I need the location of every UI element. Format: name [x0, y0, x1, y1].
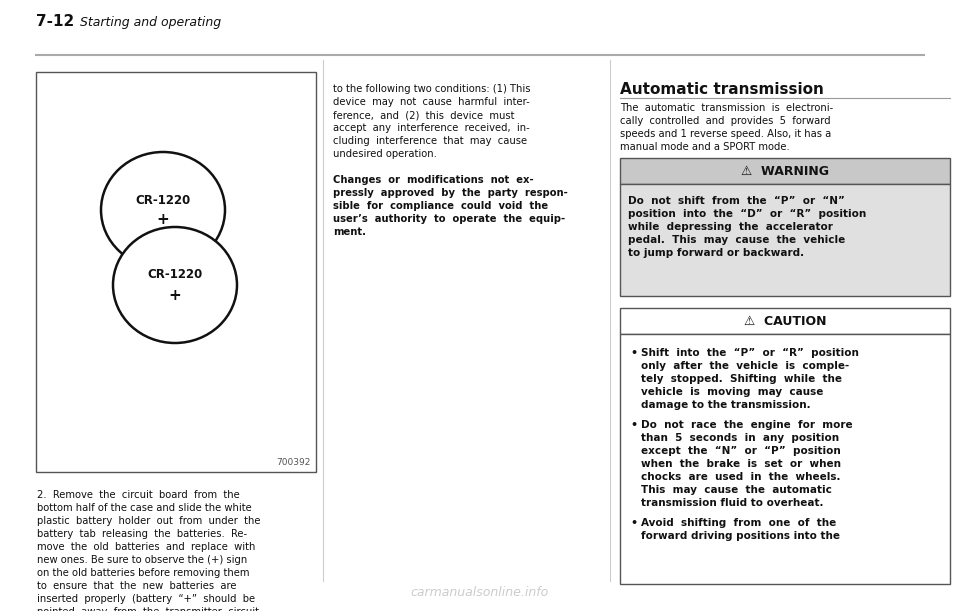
- Text: Starting and operating: Starting and operating: [80, 16, 221, 29]
- Text: to the following two conditions: (1) This: to the following two conditions: (1) Thi…: [333, 84, 531, 94]
- Bar: [620, 184, 950, 296]
- Bar: [36, 72, 316, 472]
- Text: tely  stopped.  Shifting  while  the: tely stopped. Shifting while the: [641, 374, 842, 384]
- Text: except  the  “N”  or  “P”  position: except the “N” or “P” position: [641, 446, 841, 456]
- Text: Shift  into  the  “P”  or  “R”  position: Shift into the “P” or “R” position: [641, 348, 859, 358]
- Text: sible  for  compliance  could  void  the: sible for compliance could void the: [333, 201, 548, 211]
- Text: plastic  battery  holder  out  from  under  the: plastic battery holder out from under th…: [37, 516, 260, 526]
- Text: This  may  cause  the  automatic: This may cause the automatic: [641, 485, 832, 495]
- Text: carmanualsonline.info: carmanualsonline.info: [411, 587, 549, 599]
- Text: •: •: [630, 420, 637, 430]
- Text: CR-1220: CR-1220: [148, 268, 203, 282]
- Text: to jump forward or backward.: to jump forward or backward.: [628, 248, 804, 258]
- Text: new ones. Be sure to observe the (+) sign: new ones. Be sure to observe the (+) sig…: [37, 555, 248, 565]
- Bar: [620, 158, 950, 184]
- Text: bottom half of the case and slide the white: bottom half of the case and slide the wh…: [37, 503, 252, 513]
- Text: cally  controlled  and  provides  5  forward: cally controlled and provides 5 forward: [620, 116, 830, 126]
- Text: forward driving positions into the: forward driving positions into the: [641, 531, 840, 541]
- Text: only  after  the  vehicle  is  comple-: only after the vehicle is comple-: [641, 361, 850, 371]
- Text: Do  not  shift  from  the  “P”  or  “N”: Do not shift from the “P” or “N”: [628, 196, 845, 206]
- Text: damage to the transmission.: damage to the transmission.: [641, 400, 810, 410]
- Text: chocks  are  used  in  the  wheels.: chocks are used in the wheels.: [641, 472, 841, 482]
- Text: Changes  or  modifications  not  ex-: Changes or modifications not ex-: [333, 175, 534, 185]
- Bar: [620, 334, 950, 584]
- Text: to  ensure  that  the  new  batteries  are: to ensure that the new batteries are: [37, 581, 236, 591]
- Text: 700392: 700392: [276, 458, 311, 467]
- Text: Do  not  race  the  engine  for  more: Do not race the engine for more: [641, 420, 852, 430]
- Text: +: +: [156, 213, 169, 227]
- Text: vehicle  is  moving  may  cause: vehicle is moving may cause: [641, 387, 824, 397]
- Text: •: •: [630, 348, 637, 358]
- Text: Avoid  shifting  from  one  of  the: Avoid shifting from one of the: [641, 518, 836, 528]
- Text: CR-1220: CR-1220: [135, 194, 191, 207]
- Text: on the old batteries before removing them: on the old batteries before removing the…: [37, 568, 250, 578]
- Text: pointed  away  from  the  transmitter  circuit: pointed away from the transmitter circui…: [37, 607, 259, 611]
- Text: user’s  authority  to  operate  the  equip-: user’s authority to operate the equip-: [333, 214, 565, 224]
- Text: while  depressing  the  accelerator: while depressing the accelerator: [628, 222, 833, 232]
- Ellipse shape: [101, 152, 225, 268]
- Text: 2.  Remove  the  circuit  board  from  the: 2. Remove the circuit board from the: [37, 490, 240, 500]
- Text: ⚠  WARNING: ⚠ WARNING: [741, 164, 829, 178]
- Text: ference,  and  (2)  this  device  must: ference, and (2) this device must: [333, 110, 515, 120]
- Text: Automatic transmission: Automatic transmission: [620, 82, 824, 97]
- Text: cluding  interference  that  may  cause: cluding interference that may cause: [333, 136, 527, 146]
- Text: speeds and 1 reverse speed. Also, it has a: speeds and 1 reverse speed. Also, it has…: [620, 129, 831, 139]
- Text: pedal.  This  may  cause  the  vehicle: pedal. This may cause the vehicle: [628, 235, 845, 245]
- Text: ⚠  CAUTION: ⚠ CAUTION: [744, 315, 827, 327]
- Text: transmission fluid to overheat.: transmission fluid to overheat.: [641, 498, 824, 508]
- Text: when  the  brake  is  set  or  when: when the brake is set or when: [641, 459, 841, 469]
- Text: pressly  approved  by  the  party  respon-: pressly approved by the party respon-: [333, 188, 567, 198]
- Text: manual mode and a SPORT mode.: manual mode and a SPORT mode.: [620, 142, 790, 152]
- Text: undesired operation.: undesired operation.: [333, 149, 437, 159]
- Text: device  may  not  cause  harmful  inter-: device may not cause harmful inter-: [333, 97, 530, 107]
- Text: •: •: [630, 518, 637, 528]
- Text: The  automatic  transmission  is  electroni-: The automatic transmission is electroni-: [620, 103, 833, 113]
- Text: +: +: [169, 288, 181, 302]
- Text: battery  tab  releasing  the  batteries.  Re-: battery tab releasing the batteries. Re-: [37, 529, 247, 539]
- Text: accept  any  interference  received,  in-: accept any interference received, in-: [333, 123, 530, 133]
- Text: inserted  properly  (battery  “+”  should  be: inserted properly (battery “+” should be: [37, 594, 255, 604]
- Text: move  the  old  batteries  and  replace  with: move the old batteries and replace with: [37, 542, 255, 552]
- Text: position  into  the  “D”  or  “R”  position: position into the “D” or “R” position: [628, 209, 866, 219]
- Text: ment.: ment.: [333, 227, 366, 237]
- Text: 7-12: 7-12: [36, 14, 74, 29]
- Bar: [620, 308, 950, 334]
- Text: than  5  seconds  in  any  position: than 5 seconds in any position: [641, 433, 839, 443]
- Ellipse shape: [113, 227, 237, 343]
